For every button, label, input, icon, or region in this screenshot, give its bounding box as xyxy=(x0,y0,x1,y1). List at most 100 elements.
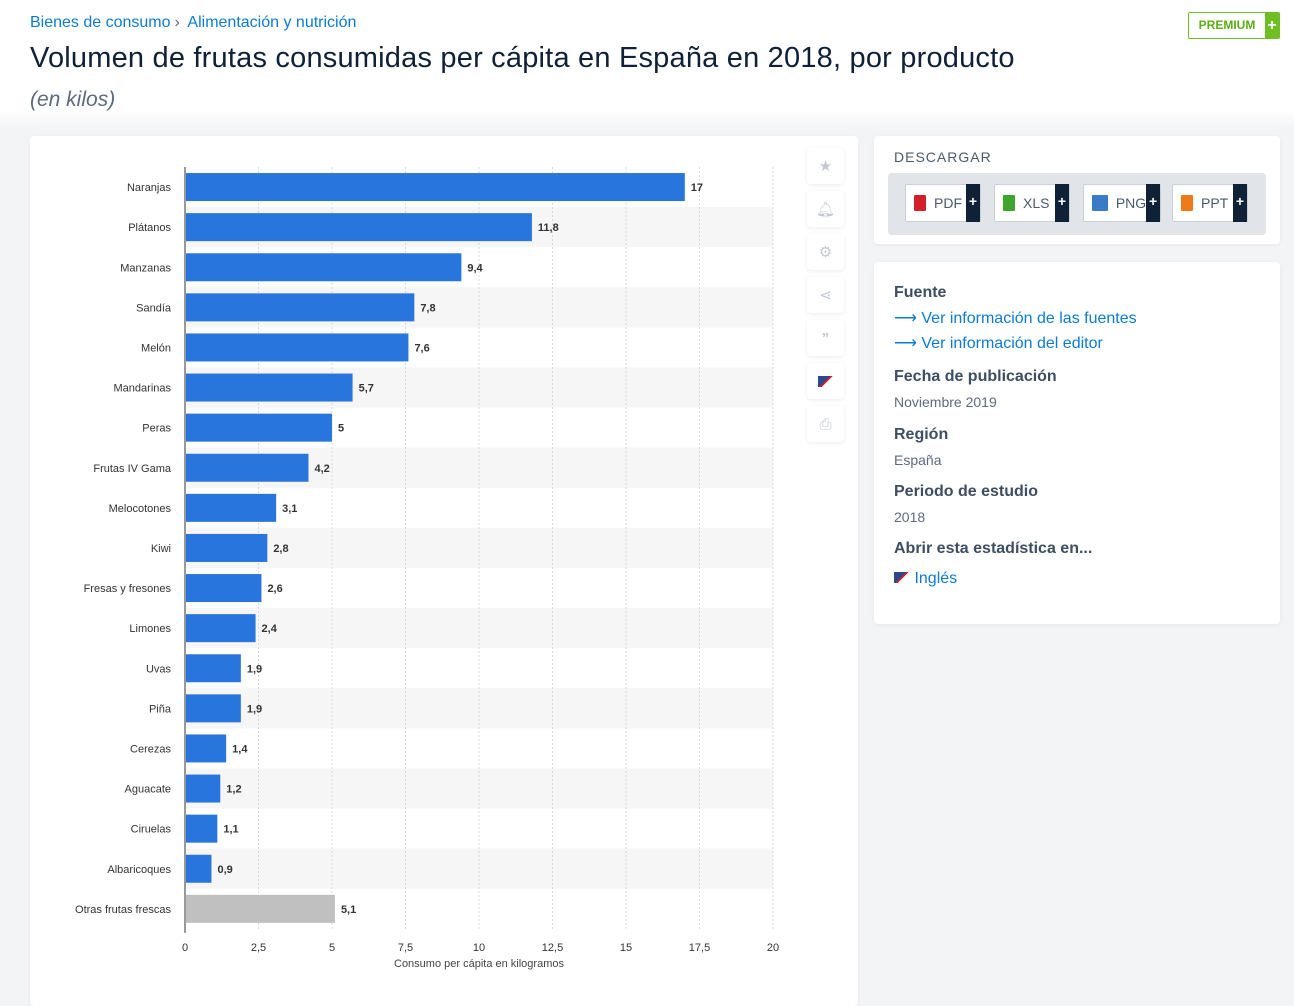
link-text: Inglés xyxy=(914,570,958,587)
page-subtitle: (en kilos) xyxy=(30,88,116,111)
breadcrumb-link[interactable]: Bienes de consumo xyxy=(30,14,171,31)
x-tick-label: 2,5 xyxy=(251,942,266,954)
open-in-heading: Abrir esta estadística en... xyxy=(894,540,1093,557)
download-xls-button[interactable]: XLS + xyxy=(994,184,1070,222)
category-label: Piña xyxy=(149,703,172,715)
x-tick-label: 7,5 xyxy=(398,942,413,954)
data-label: 1,1 xyxy=(223,824,238,836)
category-label: Peras xyxy=(142,423,171,435)
premium-label: PREMIUM xyxy=(1198,18,1256,32)
data-label: 5 xyxy=(338,423,344,435)
period-heading: Periodo de estudio xyxy=(894,483,1039,500)
download-ppt-button[interactable]: PPT + xyxy=(1172,184,1248,222)
bar xyxy=(186,453,309,482)
bar xyxy=(186,293,415,322)
publication-heading: Fecha de publicación xyxy=(894,368,1057,385)
data-label: 0,9 xyxy=(217,864,232,876)
data-label: 7,8 xyxy=(420,302,435,314)
bar xyxy=(186,574,262,603)
bar xyxy=(186,614,256,643)
bar xyxy=(186,654,241,683)
share-icon[interactable]: ⋖ xyxy=(807,277,844,313)
download-card: DESCARGAR PDF + XLS + PNG + PPT + xyxy=(874,136,1280,244)
data-label: 17 xyxy=(691,182,703,194)
category-label: Sandía xyxy=(136,302,172,314)
category-label: Plátanos xyxy=(128,222,171,234)
bar xyxy=(186,774,221,803)
link-text: Ver información de las fuentes xyxy=(921,310,1137,327)
chart-toolbar: ★ 🔔︎ ⚙ ⋖ ” ⎙ xyxy=(807,148,844,449)
category-label: Limones xyxy=(129,623,171,635)
arrow-right-icon: ⟶ xyxy=(894,310,917,327)
bar xyxy=(186,213,532,242)
category-label: Cerezas xyxy=(130,743,171,755)
data-label: 2,6 xyxy=(267,583,282,595)
button-label: XLS xyxy=(1023,195,1050,211)
pdf-file-icon xyxy=(914,195,926,211)
x-tick-label: 17,5 xyxy=(689,942,710,954)
region-heading: Región xyxy=(894,426,949,443)
category-label: Melocotones xyxy=(109,503,172,515)
bar xyxy=(186,854,212,883)
print-icon[interactable]: ⎙ xyxy=(807,406,844,442)
plus-icon: + xyxy=(966,184,980,222)
quote-icon[interactable]: ” xyxy=(807,320,844,356)
flag-uk-icon[interactable] xyxy=(807,363,844,399)
data-label: 7,6 xyxy=(414,342,429,354)
plus-icon: + xyxy=(1146,184,1160,222)
bar xyxy=(186,533,268,562)
region-value: España xyxy=(894,452,942,468)
editor-link[interactable]: ⟶ Ver información del editor xyxy=(894,333,1103,353)
star-icon[interactable]: ★ xyxy=(807,148,844,184)
data-label: 1,9 xyxy=(247,703,262,715)
category-label: Kiwi xyxy=(151,543,171,555)
x-tick-label: 5 xyxy=(329,942,335,954)
bell-icon[interactable]: 🔔︎ xyxy=(807,191,844,227)
bar xyxy=(186,413,332,442)
english-link[interactable]: Inglés xyxy=(894,570,957,588)
bar xyxy=(186,694,241,723)
data-label: 9,4 xyxy=(467,262,483,274)
button-label: PPT xyxy=(1201,195,1229,211)
breadcrumb-link[interactable]: Alimentación y nutrición xyxy=(187,14,357,31)
source-link[interactable]: ⟶ Ver información de las fuentes xyxy=(894,308,1137,328)
data-label: 4,2 xyxy=(314,463,329,475)
premium-button[interactable]: PREMIUM + xyxy=(1188,12,1280,39)
bar-chart: 0 2,5 5 7,5 10 12,5 15 17,5 20 Naranjas 17 Plátanos… xyxy=(75,167,779,970)
x-tick-label: 20 xyxy=(767,942,779,954)
flag-uk-icon xyxy=(894,572,910,583)
bar xyxy=(186,493,277,522)
chart-card: 0 2,5 5 7,5 10 12,5 15 17,5 20 Naranjas 17 Plátanos… xyxy=(30,136,858,1006)
download-pdf-button[interactable]: PDF + xyxy=(905,184,981,222)
plus-icon: + xyxy=(1265,13,1279,38)
category-label: Mandarinas xyxy=(114,383,172,395)
gear-icon[interactable]: ⚙ xyxy=(807,234,844,270)
link-text: Ver información del editor xyxy=(921,335,1103,352)
bar xyxy=(186,814,218,843)
plus-icon: + xyxy=(1055,184,1069,222)
source-heading: Fuente xyxy=(894,284,947,301)
category-label: Naranjas xyxy=(127,182,172,194)
button-label: PDF xyxy=(934,195,962,211)
category-label: Otras frutas frescas xyxy=(75,904,171,916)
plus-icon: + xyxy=(1233,184,1247,222)
breadcrumb-separator: › xyxy=(174,14,180,31)
data-label: 11,8 xyxy=(538,222,559,234)
bar xyxy=(186,373,353,402)
download-heading: DESCARGAR xyxy=(894,149,992,165)
xls-file-icon xyxy=(1003,195,1015,211)
publication-value: Noviembre 2019 xyxy=(894,394,997,410)
category-label: Manzanas xyxy=(120,262,171,274)
x-tick-label: 10 xyxy=(473,942,485,954)
data-label: 1,2 xyxy=(226,784,241,796)
bar xyxy=(186,173,685,202)
ppt-file-icon xyxy=(1181,195,1193,211)
data-label: 2,8 xyxy=(273,543,288,555)
breadcrumb: Bienes de consumo › Alimentación y nutric… xyxy=(30,14,360,32)
header xyxy=(0,0,1294,130)
data-label: 1,4 xyxy=(232,743,248,755)
category-label: Albaricoques xyxy=(107,864,171,876)
info-card: Fuente ⟶ Ver información de las fuentes … xyxy=(874,262,1280,624)
category-label: Aguacate xyxy=(125,784,171,796)
download-png-button[interactable]: PNG + xyxy=(1083,184,1161,222)
